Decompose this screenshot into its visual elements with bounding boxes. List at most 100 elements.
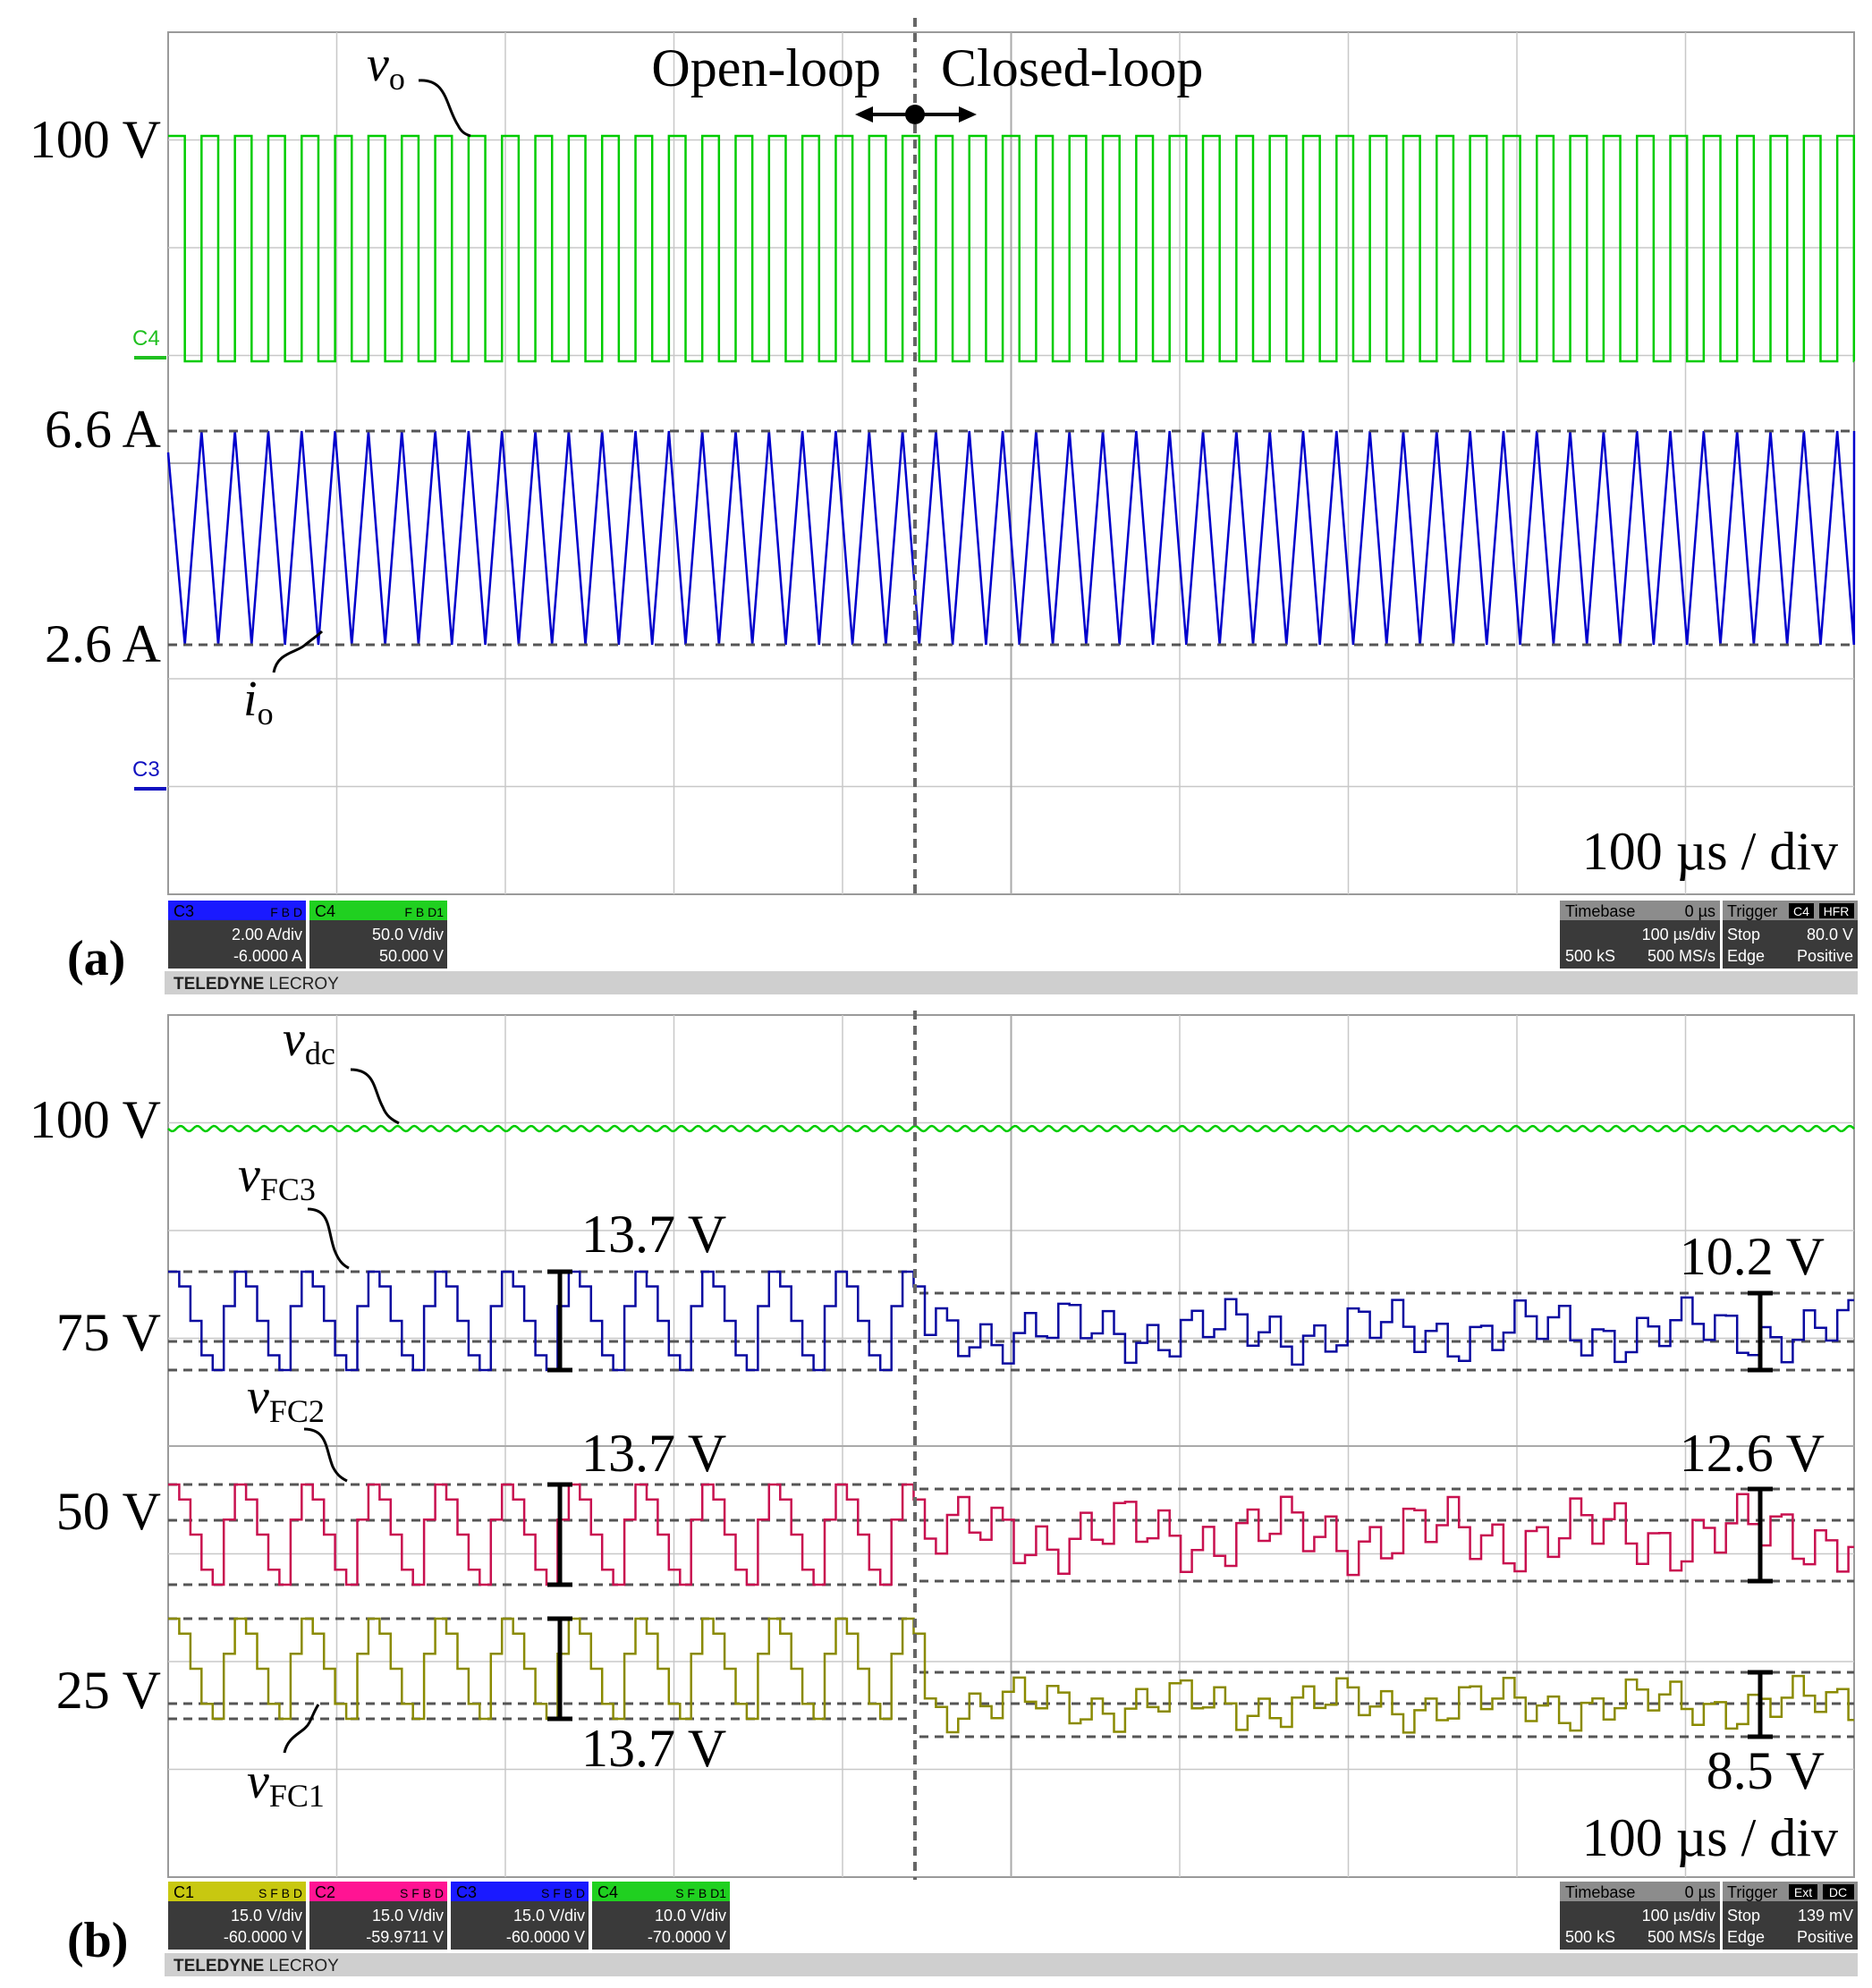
svg-text:15.0 V/div: 15.0 V/div bbox=[231, 1907, 302, 1925]
trace-label-vfc1: vFC1 bbox=[247, 1704, 325, 1814]
svg-text:15.0 V/div: 15.0 V/div bbox=[372, 1907, 444, 1925]
channel-box-c2: C2 S F B D 15.0 V/div -59.9711 V bbox=[309, 1882, 447, 1950]
svg-text:100 µs/div: 100 µs/div bbox=[1642, 1907, 1715, 1925]
svg-text:io: io bbox=[243, 672, 274, 732]
ripple-label-vfc1-open: 13.7 V bbox=[581, 1719, 726, 1778]
svg-text:500 kS: 500 kS bbox=[1565, 947, 1615, 965]
panel-label-a: (a) bbox=[67, 931, 125, 986]
svg-text:-60.0000 V: -60.0000 V bbox=[224, 1928, 302, 1946]
svg-text:C3: C3 bbox=[174, 902, 194, 920]
svg-text:C3: C3 bbox=[132, 757, 160, 782]
timebase-label-b: 100 µs / div bbox=[1582, 1808, 1838, 1867]
panel-b: 13.7 V 13.7 V 13.7 V 10.2 V 12.6 V 8.5 V… bbox=[30, 1011, 1858, 1976]
trigger-box-b: Trigger Ext DC Stop 139 mV Edge Positive bbox=[1723, 1882, 1858, 1950]
mode-switch-arrow bbox=[855, 105, 977, 124]
ripple-label-vfc3-open: 13.7 V bbox=[581, 1205, 726, 1264]
svg-text:-6.0000 A: -6.0000 A bbox=[233, 947, 302, 965]
svg-text:F B D1: F B D1 bbox=[404, 905, 444, 919]
svg-text:vo: vo bbox=[367, 37, 405, 97]
svg-text:S F B D1: S F B D1 bbox=[675, 1886, 726, 1900]
level-label-100v-a: 100 V bbox=[30, 110, 161, 169]
svg-text:-59.9711 V: -59.9711 V bbox=[366, 1928, 444, 1946]
scope-status-bar-a: C3 F B D 2.00 A/div -6.0000 A C4 F B D1 50.0 V… bbox=[165, 899, 1858, 994]
svg-text:10.0 V/div: 10.0 V/div bbox=[655, 1907, 726, 1925]
level-label-50v: 50 V bbox=[56, 1482, 161, 1541]
panel-b-grid bbox=[168, 1015, 1854, 1877]
svg-text:vFC3: vFC3 bbox=[238, 1147, 316, 1207]
svg-text:C3: C3 bbox=[456, 1883, 477, 1901]
trace-vfc1 bbox=[168, 1617, 1854, 1734]
ripple-label-vfc2-closed: 12.6 V bbox=[1680, 1424, 1825, 1483]
panel-b-traces bbox=[167, 1124, 1855, 1734]
level-label-100v-b: 100 V bbox=[30, 1090, 161, 1149]
brand-logo-a: TELEDYNE LECROY bbox=[174, 975, 339, 994]
svg-text:2.00 A/div: 2.00 A/div bbox=[232, 926, 302, 943]
ripple-bars bbox=[547, 1269, 1773, 1739]
svg-text:Timebase: Timebase bbox=[1565, 902, 1635, 920]
svg-text:vFC1: vFC1 bbox=[247, 1754, 325, 1814]
level-label-6.6a: 6.6 A bbox=[45, 400, 161, 459]
level-label-25v: 25 V bbox=[56, 1661, 161, 1720]
panel-a: Open-loop Closed-loop 100 V 6.6 A 2.6 A … bbox=[30, 18, 1858, 994]
svg-text:S F B D: S F B D bbox=[400, 1886, 444, 1900]
trace-vdc bbox=[167, 1124, 1855, 1133]
trace-label-vdc: vdc bbox=[283, 1011, 400, 1125]
trace-label-vfc2: vFC2 bbox=[247, 1369, 348, 1483]
svg-text:F B D: F B D bbox=[270, 905, 302, 919]
panel-label-b: (b) bbox=[67, 1913, 128, 1968]
svg-text:500 MS/s: 500 MS/s bbox=[1648, 947, 1715, 965]
level-label-2.6a: 2.6 A bbox=[45, 614, 161, 673]
svg-text:S F B D: S F B D bbox=[258, 1886, 302, 1900]
scope-status-bar-b: C1 S F B D15.0 V/div-60.0000 VC2 S F B D15… bbox=[165, 1880, 1858, 1976]
svg-text:Trigger: Trigger bbox=[1727, 902, 1777, 920]
svg-text:HFR: HFR bbox=[1824, 904, 1850, 918]
closed-loop-label: Closed-loop bbox=[941, 38, 1203, 97]
svg-text:Trigger: Trigger bbox=[1727, 1883, 1777, 1901]
svg-text:S F B D: S F B D bbox=[541, 1886, 585, 1900]
brand-logo-b: TELEDYNE LECROY bbox=[174, 1957, 339, 1975]
svg-text:vFC2: vFC2 bbox=[247, 1369, 325, 1429]
timebase-box-a: Timebase 0 µs 100 µs/div 500 kS 500 MS/s bbox=[1560, 901, 1720, 969]
svg-text:0 µs: 0 µs bbox=[1685, 902, 1715, 920]
channel-box-c4: C4 S F B D1 10.0 V/div -70.0000 V bbox=[592, 1882, 730, 1950]
channel-box-c1: C1 S F B D 15.0 V/div -60.0000 V bbox=[168, 1882, 306, 1950]
svg-text:DC: DC bbox=[1829, 1885, 1847, 1899]
svg-text:Edge: Edge bbox=[1727, 947, 1765, 965]
trace-vfc2 bbox=[168, 1483, 1854, 1586]
svg-text:139 mV: 139 mV bbox=[1798, 1907, 1853, 1925]
svg-text:C1: C1 bbox=[174, 1883, 194, 1901]
svg-text:C4: C4 bbox=[1793, 904, 1809, 918]
trace-vfc3 bbox=[168, 1270, 1854, 1372]
svg-text:100 µs/div: 100 µs/div bbox=[1642, 926, 1715, 943]
svg-text:15.0 V/div: 15.0 V/div bbox=[513, 1907, 585, 1925]
svg-text:Positive: Positive bbox=[1797, 1928, 1853, 1946]
ripple-label-vfc3-closed: 10.2 V bbox=[1680, 1227, 1825, 1286]
svg-text:500 kS: 500 kS bbox=[1565, 1928, 1615, 1946]
open-loop-label: Open-loop bbox=[651, 38, 881, 97]
trace-label-io: io bbox=[243, 630, 324, 732]
channel-box-c3: C3 S F B D 15.0 V/div -60.0000 V bbox=[451, 1882, 589, 1950]
svg-text:50.0 V/div: 50.0 V/div bbox=[372, 926, 444, 943]
svg-text:Positive: Positive bbox=[1797, 947, 1853, 965]
channel-marker-c4: C4 bbox=[132, 326, 166, 360]
svg-text:C4: C4 bbox=[597, 1883, 618, 1901]
timebase-label-a: 100 µs / div bbox=[1582, 822, 1838, 881]
trace-label-vo: vo bbox=[367, 37, 471, 138]
trigger-box-a: Trigger C4 HFR Stop 80.0 V Edge Positive bbox=[1723, 901, 1858, 969]
svg-text:Stop: Stop bbox=[1727, 926, 1760, 943]
ripple-label-vfc1-closed: 8.5 V bbox=[1707, 1741, 1825, 1800]
channel-marker-c3: C3 bbox=[132, 757, 166, 791]
ripple-label-vfc2-open: 13.7 V bbox=[581, 1424, 726, 1483]
svg-text:C4: C4 bbox=[315, 902, 335, 920]
svg-text:C2: C2 bbox=[315, 1883, 335, 1901]
svg-text:Timebase: Timebase bbox=[1565, 1883, 1635, 1901]
level-label-75v: 75 V bbox=[56, 1303, 161, 1362]
svg-text:0 µs: 0 µs bbox=[1685, 1883, 1715, 1901]
svg-text:80.0 V: 80.0 V bbox=[1807, 926, 1853, 943]
svg-text:C4: C4 bbox=[132, 326, 160, 351]
svg-text:500 MS/s: 500 MS/s bbox=[1648, 1928, 1715, 1946]
svg-text:-70.0000 V: -70.0000 V bbox=[648, 1928, 726, 1946]
svg-text:Edge: Edge bbox=[1727, 1928, 1765, 1946]
svg-text:Ext: Ext bbox=[1794, 1885, 1812, 1899]
